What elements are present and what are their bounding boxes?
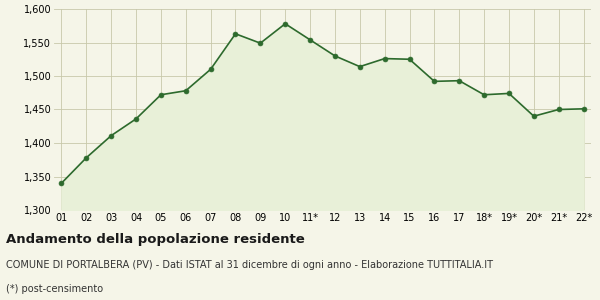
Text: (*) post-censimento: (*) post-censimento (6, 284, 103, 293)
Text: COMUNE DI PORTALBERA (PV) - Dati ISTAT al 31 dicembre di ogni anno - Elaborazion: COMUNE DI PORTALBERA (PV) - Dati ISTAT a… (6, 260, 493, 269)
Text: Andamento della popolazione residente: Andamento della popolazione residente (6, 232, 305, 245)
